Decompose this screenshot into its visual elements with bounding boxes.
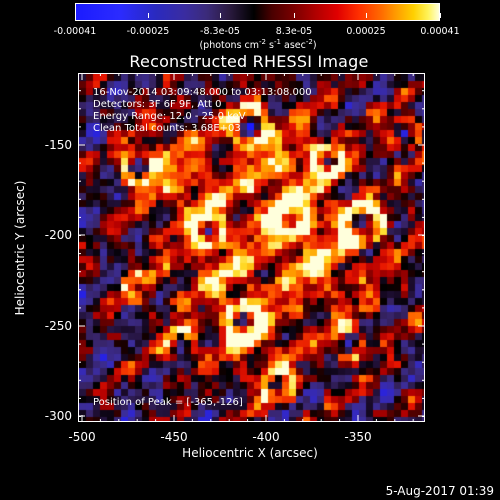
colorbar-tick-label: -0.00041 [53, 26, 97, 37]
x-axis-label: Heliocentric X (arcsec) [182, 446, 318, 460]
heatmap-canvas [79, 74, 424, 421]
colorbar-tick [366, 13, 367, 18]
x-tick-label: -400 [252, 430, 280, 444]
plot-area [78, 73, 425, 422]
x-tick-label: -350 [344, 430, 372, 444]
y-axis-label: Heliocentric Y (arcsec) [13, 180, 27, 316]
y-tick-label: -250 [44, 319, 72, 333]
x-tick-label: -450 [160, 430, 188, 444]
y-tick-label: -150 [44, 138, 72, 152]
colorbar-tick [294, 13, 295, 18]
info-clean-counts: Clean Total counts: 3.68E+03 [93, 123, 241, 134]
info-time-range: 16-Nov-2014 03:09:48.000 to 03:13:08.000 [93, 87, 312, 98]
footer-date: 5-Aug-2017 01:39 [385, 484, 494, 498]
image-title: Reconstructed RHESSI Image [129, 52, 369, 71]
info-peak-position: Position of Peak = [-365,-126] [93, 397, 243, 408]
colorbar-tick-label: 8.3e-05 [275, 26, 313, 37]
colorbar-tick [440, 13, 441, 18]
colorbar-tick-label: 0.00041 [420, 26, 460, 37]
colorbar-tick-label: 0.00025 [346, 26, 386, 37]
y-tick-label: -200 [44, 228, 72, 242]
colorbar-tick-label: -8.3e-05 [200, 26, 240, 37]
colorbar-tick [75, 13, 76, 18]
info-detectors: Detectors: 3F 6F 9F, Att 0 [93, 99, 222, 110]
colorbar-units: (photons cm-2 s-1 asec-2) [199, 38, 317, 52]
colorbar-tick [148, 13, 149, 18]
x-tick-label: -500 [68, 430, 96, 444]
colorbar-tick-label: -0.00025 [126, 26, 170, 37]
y-tick-label: -300 [44, 409, 72, 423]
colorbar-tick [220, 13, 221, 18]
info-energy-range: Energy Range: 12.0 - 25.0 keV [93, 111, 246, 122]
colorbar [75, 3, 440, 21]
